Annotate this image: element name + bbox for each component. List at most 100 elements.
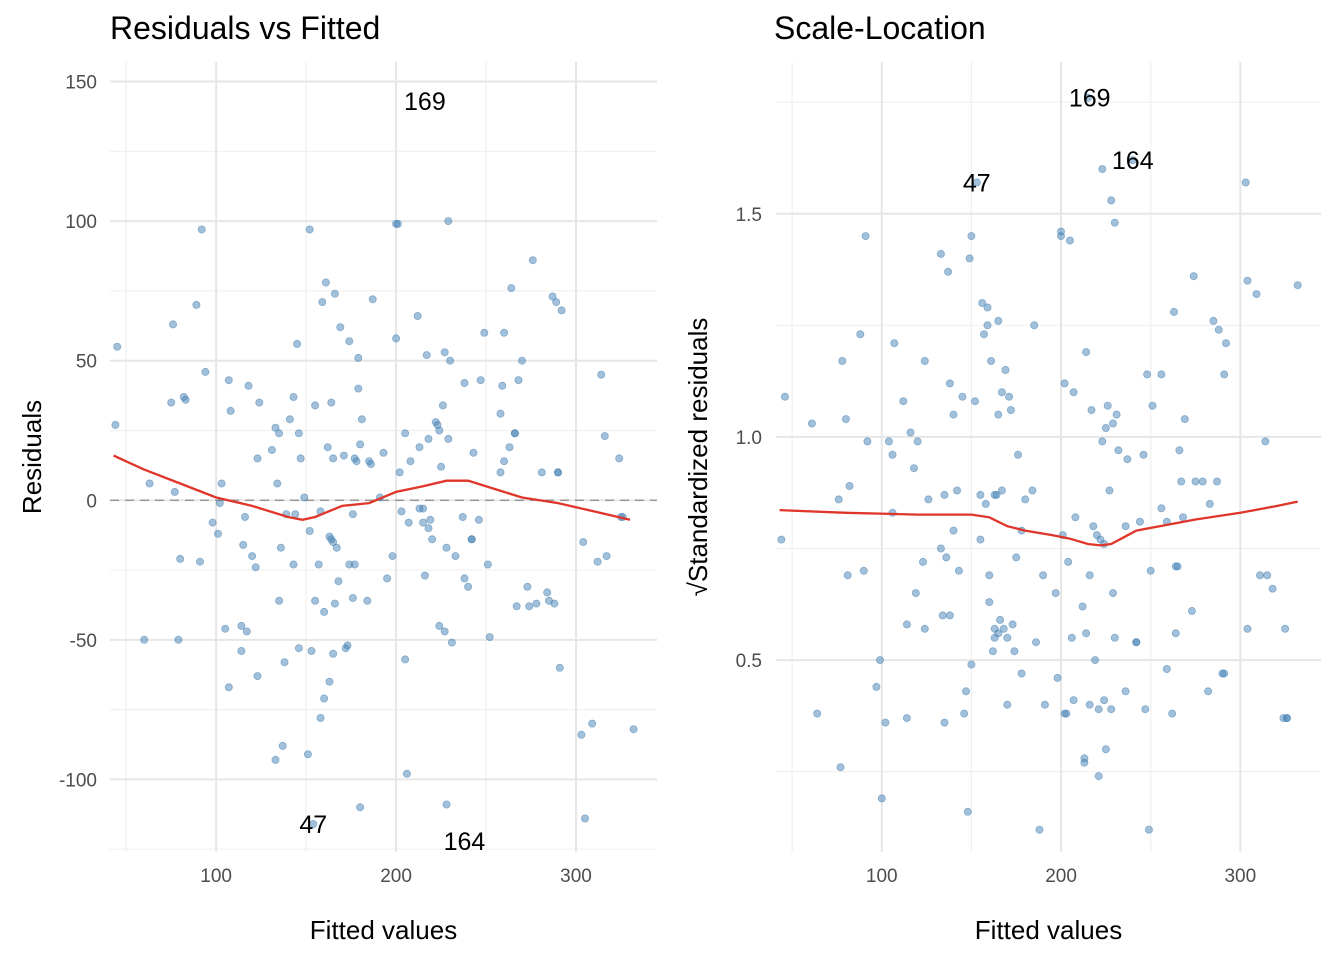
data-point bbox=[401, 429, 410, 438]
data-point bbox=[289, 560, 298, 569]
point-series bbox=[111, 217, 638, 829]
data-point bbox=[458, 513, 467, 522]
data-point bbox=[781, 392, 790, 401]
data-point bbox=[1114, 446, 1123, 455]
data-point bbox=[1268, 584, 1277, 593]
data-point bbox=[305, 225, 314, 234]
data-point bbox=[1039, 571, 1048, 580]
data-point bbox=[967, 232, 976, 241]
data-point bbox=[1008, 620, 1017, 629]
data-point bbox=[1001, 365, 1010, 374]
data-point bbox=[1281, 624, 1290, 633]
data-point bbox=[807, 419, 816, 428]
data-point bbox=[352, 457, 361, 466]
x-axis-label: Fitted values bbox=[975, 915, 1122, 945]
data-point bbox=[1187, 607, 1196, 616]
data-point bbox=[1204, 687, 1213, 696]
data-point bbox=[983, 321, 992, 330]
data-point bbox=[444, 217, 453, 226]
data-point bbox=[845, 481, 854, 490]
data-point bbox=[902, 714, 911, 723]
data-point bbox=[273, 479, 282, 488]
data-point bbox=[1293, 281, 1302, 290]
data-point bbox=[226, 406, 235, 415]
data-point bbox=[1143, 370, 1152, 379]
data-point bbox=[1109, 589, 1118, 598]
data-point bbox=[1123, 455, 1132, 464]
data-point bbox=[406, 457, 415, 466]
data-point bbox=[424, 524, 433, 533]
data-point bbox=[1180, 415, 1189, 424]
data-point bbox=[910, 464, 919, 473]
data-point bbox=[321, 278, 330, 287]
data-point bbox=[1109, 419, 1118, 428]
data-point bbox=[994, 316, 1003, 325]
data-point bbox=[1175, 446, 1184, 455]
data-point bbox=[537, 468, 546, 477]
data-point bbox=[1220, 669, 1229, 678]
data-point bbox=[291, 510, 300, 519]
data-point bbox=[949, 410, 958, 419]
data-point bbox=[890, 339, 899, 348]
data-point bbox=[314, 560, 323, 569]
data-point bbox=[554, 468, 563, 477]
data-point bbox=[323, 443, 332, 452]
data-point bbox=[987, 356, 996, 365]
data-point bbox=[168, 320, 177, 329]
data-point bbox=[1017, 669, 1026, 678]
data-point bbox=[435, 621, 444, 630]
data-point bbox=[348, 510, 357, 519]
data-point bbox=[1157, 370, 1166, 379]
panel-residuals-vs-fitted: Residuals vs Fitted -100 -50 0 50 100 150 100 2… bbox=[17, 10, 657, 945]
y-axis-label: Residuals bbox=[17, 400, 47, 514]
data-point bbox=[577, 730, 586, 739]
data-point bbox=[965, 254, 974, 263]
data-point bbox=[942, 553, 951, 562]
grid bbox=[776, 62, 1321, 852]
x-tick-label: 200 bbox=[380, 866, 412, 887]
y-tick-label: 150 bbox=[65, 73, 97, 94]
data-point bbox=[336, 323, 345, 332]
data-point bbox=[967, 660, 976, 669]
data-point bbox=[1006, 406, 1015, 415]
data-point bbox=[600, 432, 609, 441]
data-point bbox=[1282, 714, 1291, 723]
data-point bbox=[888, 450, 897, 459]
data-point bbox=[426, 515, 435, 524]
data-point bbox=[1087, 406, 1096, 415]
data-point bbox=[1128, 156, 1137, 165]
data-point bbox=[985, 598, 994, 607]
data-point bbox=[345, 337, 354, 346]
data-point bbox=[140, 635, 149, 644]
data-point bbox=[588, 719, 597, 728]
data-point bbox=[1189, 272, 1198, 281]
data-point bbox=[388, 552, 397, 561]
data-point bbox=[913, 437, 922, 446]
data-point bbox=[994, 410, 1003, 419]
data-point bbox=[996, 615, 1005, 624]
data-point bbox=[413, 311, 422, 320]
data-point bbox=[988, 647, 997, 656]
data-point bbox=[985, 571, 994, 580]
data-point bbox=[201, 367, 210, 376]
data-point bbox=[278, 741, 287, 750]
data-point bbox=[294, 429, 303, 438]
data-point bbox=[1132, 638, 1141, 647]
data-point bbox=[899, 397, 908, 406]
data-point bbox=[197, 225, 206, 234]
data-point bbox=[320, 694, 329, 703]
data-point bbox=[311, 401, 320, 410]
data-point bbox=[1057, 232, 1066, 241]
y-tick-label: 0.5 bbox=[736, 651, 762, 672]
data-point bbox=[237, 621, 246, 630]
data-point bbox=[1071, 513, 1080, 522]
data-point bbox=[366, 459, 375, 468]
data-point bbox=[510, 429, 519, 438]
panel-scale-location: Scale-Location 0.5 1.0 1.5 100 200 300 169 164 4… bbox=[683, 10, 1321, 945]
data-point bbox=[275, 596, 284, 605]
data-point bbox=[294, 644, 303, 653]
point-annotation: 169 bbox=[404, 88, 446, 116]
data-point bbox=[1121, 687, 1130, 696]
data-point bbox=[980, 330, 989, 339]
data-point bbox=[1141, 705, 1150, 714]
